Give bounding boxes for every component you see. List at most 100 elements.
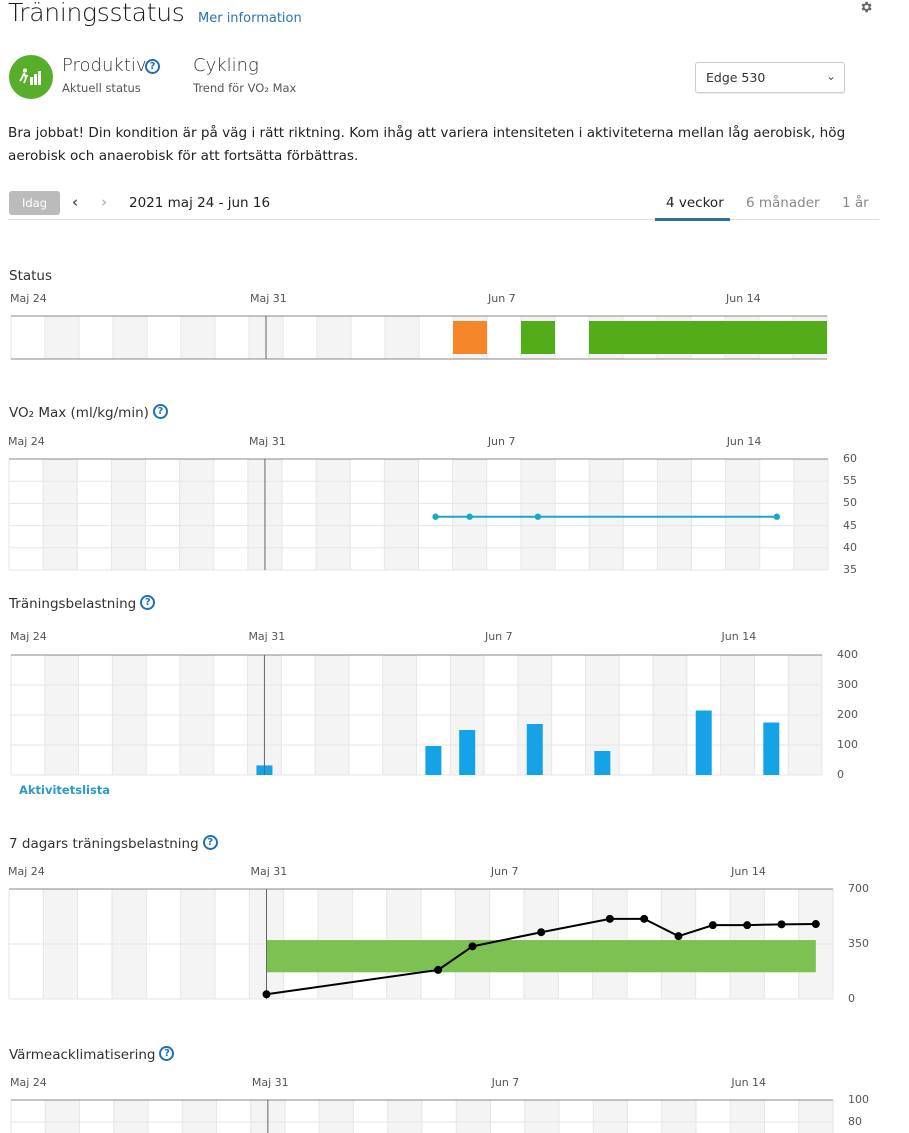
chart-2 (10, 654, 823, 776)
day-column-shade (317, 316, 351, 359)
status-badge-icon (9, 55, 53, 99)
data-point (432, 513, 439, 520)
chart-3 (8, 888, 834, 1000)
data-point (674, 932, 683, 941)
day-column-shade (387, 1100, 422, 1133)
day-column-shade (43, 459, 78, 570)
chevron-right-icon[interactable]: › (101, 193, 108, 211)
section-title-text: Träningsbelastning (9, 596, 137, 612)
day-column-shade (793, 459, 828, 570)
day-column-shade (456, 1100, 491, 1133)
activity-list-link[interactable]: Aktivitetslista (19, 783, 111, 797)
day-column-shade (45, 316, 79, 359)
data-point (434, 965, 443, 974)
y-tick-label: 300 (837, 678, 858, 691)
y-tick-label: 50 (843, 496, 857, 510)
y-tick-label: 35 (843, 563, 857, 576)
x-date-label: Jun 14 (721, 630, 757, 643)
active-tab-indicator (655, 218, 730, 221)
more-info-link[interactable]: Mer information (198, 11, 302, 26)
data-point (605, 914, 614, 923)
day-column-shade (113, 1100, 148, 1133)
x-date-label: Jun 14 (731, 1076, 767, 1089)
y-tick-label: 45 (843, 518, 857, 532)
day-column-shade (593, 1100, 628, 1133)
section-title-7day-load: 7 dagars träningsbelastning? (9, 835, 218, 852)
data-point (708, 921, 717, 930)
load-bar (594, 751, 611, 775)
y-tick-label: 100 (848, 1093, 869, 1106)
y-tick-label: 100 (837, 738, 858, 751)
y-tick-label: 0 (837, 768, 844, 781)
y-tick-label: 400 (837, 648, 858, 661)
help-icon[interactable]: ? (159, 1046, 175, 1061)
tab-6-months[interactable]: 6 månader (746, 195, 820, 211)
help-icon[interactable]: ? (152, 404, 168, 419)
sport-sublabel: Trend för VO₂ Max (193, 81, 297, 95)
y-tick-label: 700 (848, 882, 869, 895)
tab-1-year[interactable]: 1 år (842, 195, 869, 211)
section-title-text: Värmeacklimatisering (9, 1047, 156, 1063)
optimal-range-band (266, 940, 816, 973)
load-bar (459, 730, 476, 775)
x-date-label: Jun 7 (487, 435, 516, 448)
chart-0 (10, 315, 828, 360)
section-title-status: Status (9, 268, 52, 284)
x-date-label: Jun 14 (726, 292, 761, 305)
divider (8, 219, 879, 220)
load-bar (763, 722, 780, 775)
y-tick-label: 350 (848, 937, 869, 950)
chart-4 (10, 1099, 834, 1133)
x-date-label: Maj 24 (8, 865, 45, 878)
x-date-label: Maj 31 (250, 865, 288, 878)
device-select[interactable]: Edge 530 ⌄ (695, 62, 845, 93)
day-column-shade (182, 1100, 217, 1133)
status-segment (589, 321, 827, 354)
y-tick-label: 0 (848, 992, 855, 1005)
x-date-label: Jun 14 (726, 435, 762, 448)
data-point (534, 513, 542, 520)
status-sublabel: Aktuell status (62, 81, 141, 95)
x-date-label: Jun 7 (488, 292, 516, 305)
data-point (468, 942, 477, 951)
section-title-training-load: Träningsbelastning? (9, 595, 156, 612)
tab-4-weeks[interactable]: 4 veckor (666, 195, 724, 211)
load-bar (695, 710, 712, 775)
data-point (466, 513, 473, 520)
x-date-label: Jun 14 (731, 865, 766, 878)
help-icon[interactable]: ? (202, 835, 218, 850)
x-date-label: Maj 24 (10, 292, 47, 305)
gear-icon[interactable] (859, 0, 873, 14)
day-column-shade (730, 1100, 765, 1133)
data-point (262, 990, 271, 999)
x-date-label: Jun 7 (491, 1076, 520, 1089)
day-column-shade (316, 459, 351, 570)
data-point (773, 513, 781, 520)
help-icon[interactable]: ? (145, 59, 160, 74)
day-column-shade (384, 459, 419, 570)
section-title-text: 7 dagars träningsbelastning (9, 836, 199, 852)
chart-1 (8, 458, 829, 571)
day-column-shade (45, 1100, 80, 1133)
chevron-left-icon[interactable]: ‹ (72, 193, 79, 211)
section-title-text: Status (9, 268, 53, 284)
day-column-shade (111, 459, 146, 570)
data-point (811, 920, 820, 929)
x-date-label: Maj 31 (251, 1076, 289, 1089)
day-column-shade (113, 316, 147, 359)
x-date-label: Maj 31 (248, 435, 286, 448)
day-column-shade (385, 316, 419, 359)
date-range-label: 2021 maj 24 - jun 16 (129, 195, 271, 211)
today-button[interactable]: Idag (9, 191, 60, 215)
x-date-label: Maj 24 (8, 435, 45, 448)
y-tick-label: 40 (843, 540, 857, 554)
page-title: Träningsstatus (8, 0, 185, 27)
day-column-shade (179, 459, 214, 570)
help-icon[interactable]: ? (140, 595, 156, 610)
load-bar (425, 761, 442, 775)
status-segment (521, 321, 555, 354)
status-label: Produktiv (62, 55, 147, 76)
day-column-shade (798, 1100, 833, 1133)
data-point (640, 914, 649, 923)
